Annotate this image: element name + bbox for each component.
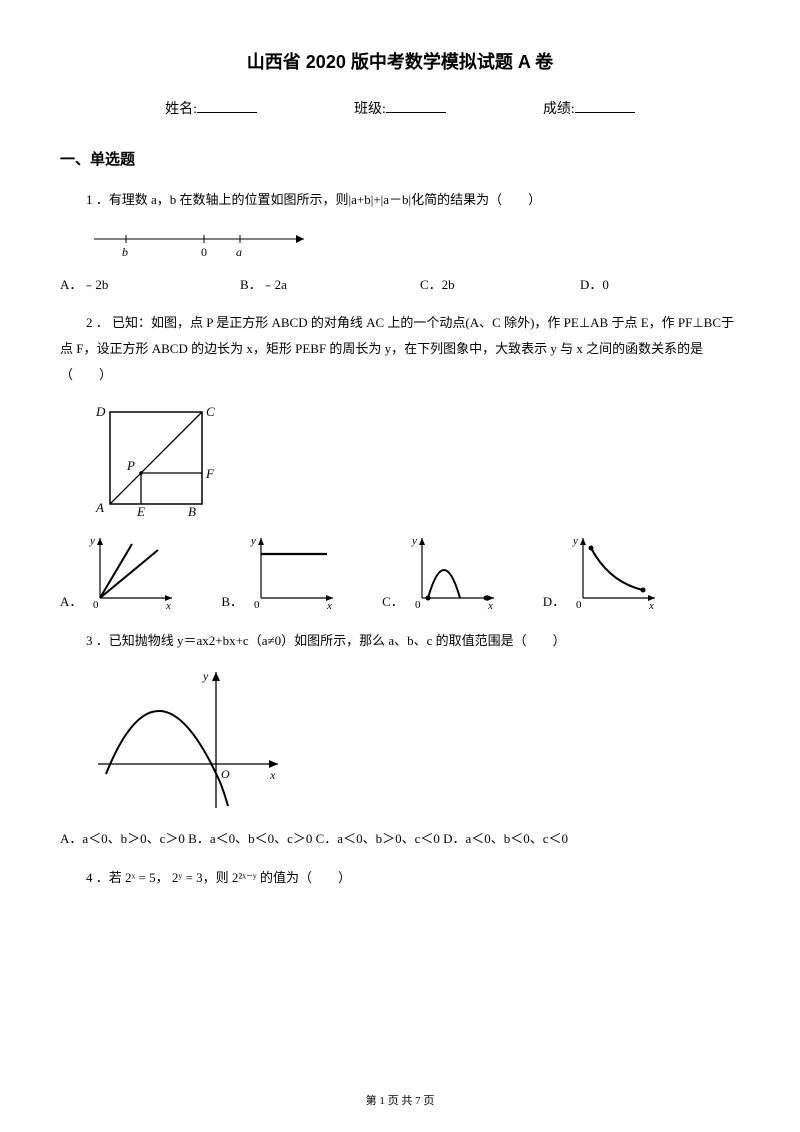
q2-opt-d: D． 0 x y <box>543 532 664 612</box>
q2-opt-c: C． 0 x y <box>382 532 503 612</box>
q4-text: 4 ．若 2ˣ = 5， 2ʸ = 3，则 2²ˣ⁻ʸ 的值为（ ） <box>60 865 740 891</box>
q2-opt-c-label: C． <box>382 591 404 612</box>
svg-text:x: x <box>165 600 171 612</box>
q2-opt-a: A． 0 x y <box>60 532 181 612</box>
name-blank[interactable] <box>197 99 257 113</box>
score-blank[interactable] <box>575 99 635 113</box>
q1-opt-a: A．﹣2b <box>60 273 240 296</box>
score-label: 成绩: <box>543 98 575 118</box>
q4-suffix: 的值为（ ） <box>260 870 351 885</box>
graph-a-icon: 0 x y <box>86 532 181 612</box>
square-diagram-icon: D C A B E F P <box>88 398 228 518</box>
page-title: 山西省 2020 版中考数学模拟试题 A 卷 <box>60 48 740 74</box>
svg-text:D: D <box>95 404 106 419</box>
q2-opt-b: B． 0 x y <box>221 532 342 612</box>
q2-figure: D C A B E F P <box>88 398 740 518</box>
svg-text:B: B <box>188 504 196 518</box>
svg-text:F: F <box>205 466 215 481</box>
graph-d-icon: 0 x y <box>569 532 664 612</box>
svg-text:y: y <box>411 535 417 547</box>
svg-text:0: 0 <box>201 245 207 259</box>
svg-text:x: x <box>487 600 493 612</box>
parabola-icon: O x y <box>88 664 288 814</box>
q2-opt-d-label: D． <box>543 591 565 612</box>
svg-text:E: E <box>136 504 145 518</box>
svg-text:x: x <box>648 600 654 612</box>
page-footer: 第 1 页 共 7 页 <box>0 1092 800 1108</box>
q1-opt-c: C．2b <box>420 273 580 296</box>
graph-c-icon: 0 x y <box>408 532 503 612</box>
q3-options: A．a＜0、b＞0、c＞0 B．a＜0、b＜0、c＞0 C．a＜0、b＞0、c＜… <box>60 828 740 847</box>
info-line: 姓名: 班级: 成绩: <box>60 98 740 118</box>
section-header: 一、单选题 <box>60 148 740 169</box>
q2-graph-options: A． 0 x y B． 0 x y C． 0 <box>60 532 740 612</box>
svg-text:A: A <box>95 500 104 515</box>
q4-eq3: 2²ˣ⁻ʸ <box>232 870 257 885</box>
svg-text:O: O <box>221 767 230 781</box>
q1-opt-d: D．0 <box>580 273 720 296</box>
q3-figure: O x y <box>88 664 740 814</box>
q2-text: 2 ． 已知：如图，点 P 是正方形 ABCD 的对角线 AC 上的一个动点(A… <box>60 310 740 388</box>
svg-text:y: y <box>572 535 578 547</box>
q2-opt-a-label: A． <box>60 591 82 612</box>
svg-text:0: 0 <box>415 599 421 611</box>
svg-text:a: a <box>236 245 242 259</box>
svg-text:x: x <box>269 768 276 782</box>
q1-opt-b: B．﹣2a <box>240 273 420 296</box>
q4-eq1: 2ˣ = 5 <box>125 870 156 885</box>
numberline-icon: b 0 a <box>88 223 318 259</box>
q4-prefix: 4 ．若 <box>86 870 122 885</box>
q3-text: 3 ．已知抛物线 y＝ax2+bx+c（a≠0）如图所示，那么 a、b、c 的取… <box>60 628 740 654</box>
q1-text: 1 ．有理数 a，b 在数轴上的位置如图所示，则|a+b|+|a－b|化简的结果… <box>60 187 740 213</box>
graph-b-icon: 0 x y <box>247 532 342 612</box>
svg-text:y: y <box>202 669 209 683</box>
svg-text:P: P <box>126 458 135 473</box>
q4-c1: ， <box>156 870 169 885</box>
class-blank[interactable] <box>386 99 446 113</box>
q1-options: A．﹣2b B．﹣2a C．2b D．0 <box>60 273 740 296</box>
svg-text:0: 0 <box>576 599 582 611</box>
q2-opt-b-label: B． <box>221 591 243 612</box>
svg-text:b: b <box>122 245 128 259</box>
svg-text:0: 0 <box>254 599 260 611</box>
q4-eq2: 2ʸ = 3 <box>172 870 203 885</box>
q1-figure: b 0 a <box>88 223 740 259</box>
svg-text:y: y <box>89 535 95 547</box>
class-label: 班级: <box>354 98 386 118</box>
svg-text:y: y <box>250 535 256 547</box>
svg-text:C: C <box>206 404 215 419</box>
svg-text:x: x <box>326 600 332 612</box>
svg-text:0: 0 <box>93 599 99 611</box>
q4-c2: ，则 <box>203 870 229 885</box>
name-label: 姓名: <box>165 98 197 118</box>
